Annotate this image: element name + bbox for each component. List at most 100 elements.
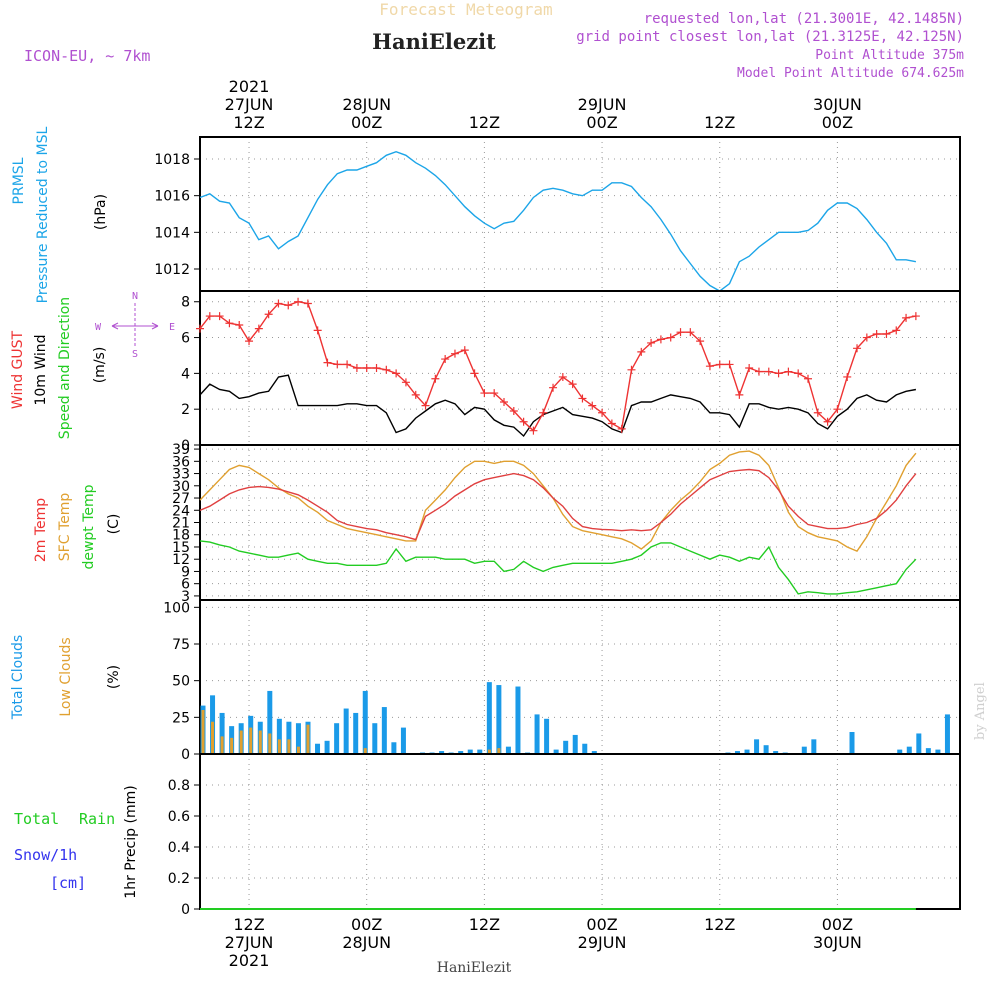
hour-label-top: 12Z (704, 113, 735, 132)
low-cloud-bar (277, 739, 281, 754)
gust-marker (362, 364, 371, 372)
gust-marker (676, 328, 685, 337)
ytick-label: 0 (181, 902, 190, 918)
wind-labels: Wind GUST 10m Wind Speed and Direction (… (10, 291, 175, 439)
total-cloud-bar (906, 746, 912, 754)
total-cloud-bar (553, 749, 559, 754)
ytick-label: 33 (172, 467, 190, 483)
low-cloud-bar (230, 737, 234, 754)
low-cloud-bar (306, 724, 310, 754)
gust-marker (225, 319, 234, 328)
gust-marker (215, 312, 224, 321)
requested-coords: requested lon,lat (21.3001E, 42.1485N) (644, 11, 964, 27)
model-name: ICON-EU, ~ 7km (24, 47, 150, 65)
year-label-bottom: 2021 (229, 951, 270, 970)
gust-marker (480, 389, 489, 398)
gust-marker (627, 365, 636, 374)
gust-marker (843, 372, 852, 381)
gust-marker (804, 374, 812, 383)
total-cloud-bar (343, 708, 349, 754)
low-cloud-bar (201, 710, 205, 754)
low-cloud-bar (497, 748, 501, 754)
total-cloud-bar (515, 686, 521, 754)
wind-10m-label: 10m Wind (33, 334, 49, 405)
gust-marker (509, 406, 518, 415)
gust-marker (696, 337, 705, 346)
gust-marker (853, 344, 862, 353)
gust-marker (735, 390, 744, 399)
ytick-label: 50 (172, 674, 190, 690)
top-title: Forecast Meteogram (379, 0, 552, 19)
dewpoint-line (199, 540, 917, 595)
total-cloud-bar (219, 712, 225, 754)
low-cloud-bar (211, 721, 215, 754)
pressure-line (199, 150, 917, 292)
gust-marker (245, 337, 254, 346)
gust-marker (666, 333, 675, 342)
gust-marker (754, 367, 763, 376)
ytick-label: 0.8 (168, 778, 190, 794)
snow-unit: [cm] (50, 874, 86, 892)
gust-marker (235, 321, 244, 330)
ytick-label: 6 (181, 331, 190, 347)
gust-marker (205, 312, 214, 321)
total-clouds-label: Total Clouds (10, 635, 26, 720)
gust-marker (196, 324, 204, 333)
ytick-label: 8 (181, 295, 190, 311)
total-cloud-bar (563, 740, 569, 754)
low-clouds-label: Low Clouds (58, 637, 74, 716)
point-altitude: Point Altitude 375m (815, 48, 964, 63)
gridpoint-coords: grid point closest lon,lat (21.3125E, 42… (576, 29, 964, 45)
pressure-unit: (hPa) (93, 194, 109, 230)
gust-marker (656, 335, 665, 344)
total-cloud-bar (372, 723, 378, 754)
total-cloud-bar (362, 690, 368, 754)
gust-marker (686, 328, 695, 337)
model-altitude: Model Point Altitude 674.625m (737, 66, 964, 81)
low-cloud-bar (296, 746, 300, 754)
pressure-label-1: PRMSL (11, 157, 27, 204)
wind-unit: (m/s) (92, 347, 108, 384)
ytick-label: 1014 (154, 225, 190, 241)
gust-marker (558, 372, 567, 381)
ytick-label: 0 (181, 747, 190, 763)
date-label-bottom: 30JUN (813, 933, 862, 952)
total-cloud-bar (572, 734, 578, 754)
t2m-line (199, 468, 917, 541)
cloud-labels: Total Clouds Low Clouds (%) (10, 635, 122, 720)
total-cloud-bar (381, 707, 387, 754)
total-cloud-bar (400, 727, 406, 754)
total-cloud-bar (544, 718, 550, 754)
panel-frame (199, 290, 961, 446)
total-cloud-bar (734, 751, 740, 754)
hour-label-bottom: 12Z (469, 915, 500, 934)
low-cloud-bar (249, 727, 253, 754)
low-cloud-bar (258, 730, 262, 754)
gust-marker (470, 369, 479, 378)
ytick-label: 0.2 (168, 871, 190, 887)
total-cloud-bar (324, 740, 330, 754)
gust-marker (519, 417, 528, 426)
gust-marker (578, 394, 587, 403)
hour-label-bottom: 12Z (704, 915, 735, 934)
gust-marker (382, 365, 391, 374)
gust-marker (392, 369, 401, 378)
gust-marker (549, 383, 558, 392)
total-cloud-bar (916, 733, 922, 754)
pressure-labels: PRMSL Pressure Reduced to MSL (hPa) (11, 126, 109, 303)
date-label-bottom: 29JUN (578, 933, 627, 952)
total-cloud-bar (849, 732, 855, 754)
compass-e: E (169, 322, 175, 333)
low-cloud-bar (363, 748, 367, 754)
panel-frame (199, 136, 961, 292)
gust-marker (833, 405, 842, 414)
gust-marker (882, 329, 891, 338)
gust-marker (588, 401, 597, 410)
temp-labels: 2m Temp SFC Temp dewpt Temp (C) (33, 484, 122, 569)
ytick-label: 1018 (154, 152, 190, 168)
gust-marker (617, 424, 626, 433)
gust-marker (774, 369, 783, 378)
hour-label-bottom: 00Z (586, 915, 617, 934)
hour-label-bottom: 00Z (351, 915, 382, 934)
